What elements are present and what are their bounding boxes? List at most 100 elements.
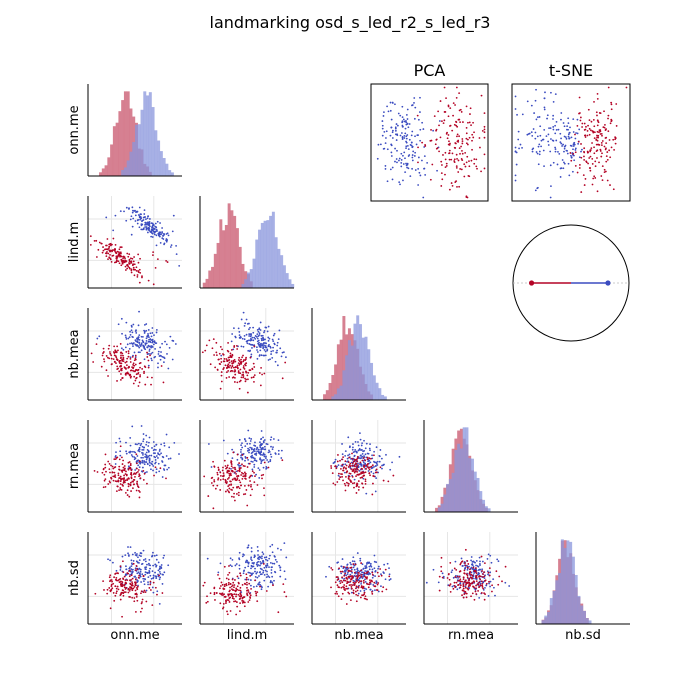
scatter-point (140, 456, 143, 459)
scatter-point (228, 491, 231, 494)
scatter-point (123, 465, 126, 467)
scatter-point (225, 577, 228, 580)
scatter-point (210, 482, 213, 484)
scatter-point (356, 457, 359, 460)
scatter-point (360, 585, 363, 587)
scatter-point (345, 574, 348, 577)
scatter-point (128, 266, 131, 269)
projection-point (461, 149, 463, 152)
projection-point (625, 86, 628, 89)
scatter-point (233, 600, 235, 603)
projection-point (412, 150, 415, 153)
scatter-point (362, 581, 365, 584)
projection-point (613, 148, 616, 151)
scatter-point (377, 565, 380, 568)
projection-point (483, 136, 486, 139)
scatter-point (256, 591, 259, 594)
projection-point (401, 125, 404, 128)
projection-point (394, 127, 397, 130)
scatter-point (341, 443, 343, 445)
scatter-point (223, 565, 226, 568)
scatter-point (488, 574, 491, 577)
scatter-point (152, 574, 155, 577)
scatter-point (263, 330, 266, 332)
scatter-point (249, 349, 252, 352)
hist-bar (331, 396, 335, 400)
projection-point (574, 133, 576, 136)
projection-point (572, 143, 575, 146)
projection-point (562, 167, 565, 170)
scatter-point (272, 584, 274, 587)
scatter-point (151, 338, 154, 341)
projection-point (554, 150, 557, 153)
scatter-point (212, 338, 215, 341)
projection-point (517, 138, 520, 141)
scatter-point (131, 553, 134, 556)
scatter-point (263, 439, 266, 441)
scatter-point (373, 454, 375, 457)
scatter-point (388, 573, 391, 576)
scatter-point (283, 591, 286, 593)
scatter-point (214, 599, 216, 601)
projection-point (413, 155, 416, 157)
projection-point (436, 169, 438, 172)
scatter-point (474, 570, 477, 573)
scatter-point (252, 331, 255, 334)
projection-point (594, 177, 597, 179)
scatter-point (231, 457, 234, 460)
scatter-point (138, 554, 141, 557)
scatter-point (134, 569, 137, 572)
scatter-point (380, 585, 382, 588)
scatter-point (109, 352, 112, 355)
scatter-point (356, 589, 359, 592)
scatter-point (136, 588, 139, 591)
scatter-point (480, 555, 483, 558)
scatter-point (119, 343, 122, 345)
scatter-point (139, 570, 142, 573)
scatter-point (143, 209, 146, 212)
scatter-point (345, 471, 348, 474)
scatter-point (234, 589, 237, 592)
projection-point (465, 161, 468, 164)
scatter-point (150, 383, 152, 386)
scatter-point (229, 354, 232, 357)
projection-point (534, 99, 537, 102)
scatter-point (119, 487, 122, 489)
projection-point (590, 147, 593, 150)
scatter-point (343, 471, 346, 474)
scatter-point (230, 588, 233, 591)
projection-point (447, 134, 450, 136)
scatter-point (338, 472, 340, 475)
scatter-point (453, 567, 456, 570)
scatter-point (230, 463, 233, 465)
scatter-point (382, 586, 385, 589)
scatter-point (251, 336, 254, 339)
projection-point (459, 121, 462, 123)
scatter-point (334, 581, 337, 584)
scatter-point (481, 580, 483, 583)
scatter-point (244, 472, 247, 475)
scatter-point (373, 585, 376, 588)
scatter-point (273, 579, 275, 582)
scatter-point (106, 251, 108, 253)
row-label-3: rn.mea (67, 443, 82, 489)
scatter-point (163, 233, 166, 236)
scatter-point (253, 561, 255, 564)
scatter-point (107, 252, 110, 255)
projection-point (514, 146, 517, 149)
scatter-point (139, 610, 142, 613)
scatter-point (121, 358, 123, 361)
scatter-point (151, 570, 154, 573)
scatter-point (225, 583, 228, 585)
scatter-point (105, 369, 108, 372)
scatter-point (145, 566, 148, 569)
scatter-point (133, 597, 136, 599)
scatter-point (378, 455, 381, 458)
scatter-point (109, 471, 111, 474)
scatter-point (265, 556, 268, 559)
scatter-point (155, 228, 158, 231)
scatter-point (345, 481, 348, 484)
scatter-point (118, 251, 120, 254)
projection-point (407, 167, 410, 170)
projection-point (552, 128, 555, 131)
